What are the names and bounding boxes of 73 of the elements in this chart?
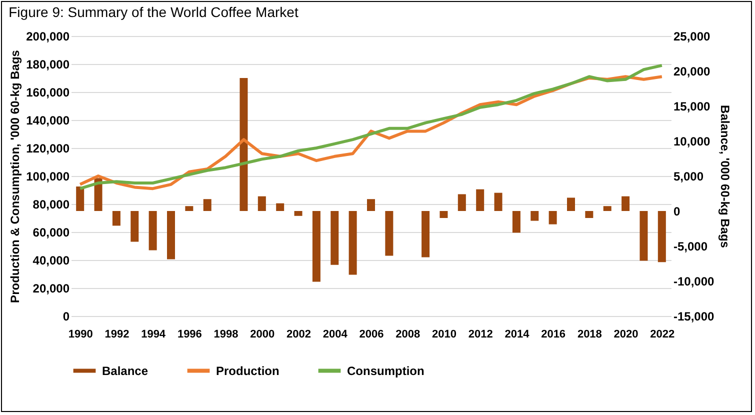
bar [167, 211, 175, 260]
bar [185, 206, 194, 211]
bar [330, 211, 339, 265]
x-tick-label: 2012 [468, 328, 493, 340]
y2-tick-label: 10,000 [674, 134, 711, 148]
bar [130, 211, 139, 242]
bar [312, 211, 320, 282]
chart-title: Figure 9: Summary of the World Coffee Market [8, 4, 298, 20]
bar [603, 206, 612, 211]
x-tick-label: 2002 [286, 328, 312, 340]
x-tick-label: 2018 [577, 328, 602, 340]
y2-tick-label: 5,000 [674, 170, 704, 184]
y-axis-title: Production & Consumption, '000 60-kg Bags [8, 50, 22, 303]
x-tick-label: 1998 [214, 328, 238, 340]
y2-tick-label: 20,000 [674, 64, 711, 78]
bar [530, 211, 539, 221]
x-tick-label: 2016 [541, 328, 566, 340]
bar [458, 194, 466, 211]
legend-label: Balance [102, 364, 148, 378]
x-tick-label: 2010 [432, 328, 456, 340]
x-tick-label: 1996 [177, 328, 202, 340]
bar [567, 198, 575, 211]
bar [512, 211, 520, 233]
bar [148, 211, 157, 250]
bar [276, 203, 284, 211]
bar [422, 211, 430, 258]
bar [294, 211, 302, 216]
bar [385, 211, 394, 256]
x-tick-label: 2000 [250, 328, 275, 340]
x-tick-label: 1994 [141, 328, 166, 340]
y2-tick-label: 15,000 [674, 100, 711, 114]
y-tick-label: 120,000 [26, 142, 70, 156]
x-tick-label: 2006 [359, 328, 384, 340]
bar [585, 211, 594, 218]
bar [622, 196, 630, 211]
bar [494, 192, 502, 211]
x-tick-label: 2022 [650, 328, 675, 340]
bar [440, 211, 448, 218]
y2-axis-title: Balance, '000 60-kg Bags [718, 105, 732, 248]
bar [240, 78, 248, 211]
x-tick-label: 1990 [68, 328, 93, 340]
y-tick-label: 20,000 [32, 282, 70, 296]
y-tick-label: 60,000 [32, 226, 70, 240]
bar [476, 189, 484, 211]
bar [203, 199, 212, 211]
y2-tick-label: 25,000 [674, 30, 711, 44]
x-tick-label: 2014 [504, 328, 530, 340]
y-tick-label: 80,000 [32, 198, 70, 212]
legend-label: Production [216, 364, 280, 378]
bar [548, 211, 557, 224]
y2-tick-label: -10,000 [674, 274, 715, 288]
y-tick-label: 0 [62, 310, 70, 324]
y-tick-label: 180,000 [26, 58, 70, 72]
x-tick-label: 1992 [104, 328, 130, 340]
y-tick-label: 200,000 [26, 30, 70, 44]
y-tick-label: 160,000 [26, 86, 70, 100]
bar [367, 199, 375, 211]
x-tick-label: 2008 [396, 328, 420, 340]
x-tick-label: 2020 [614, 328, 638, 340]
y-tick-label: 140,000 [26, 114, 70, 128]
y-tick-label: 100,000 [26, 170, 70, 184]
bar [258, 196, 266, 211]
bar [76, 186, 84, 211]
legend-label: Consumption [347, 364, 424, 378]
y2-tick-label: 0 [674, 204, 680, 218]
y2-tick-label: -15,000 [674, 310, 715, 324]
x-tick-label: 2004 [322, 328, 348, 340]
bar [348, 211, 357, 275]
y2-tick-label: -5,000 [674, 240, 708, 254]
bar [112, 211, 120, 226]
bar [658, 211, 666, 262]
bar [640, 211, 648, 261]
y-tick-label: 40,000 [32, 254, 70, 268]
